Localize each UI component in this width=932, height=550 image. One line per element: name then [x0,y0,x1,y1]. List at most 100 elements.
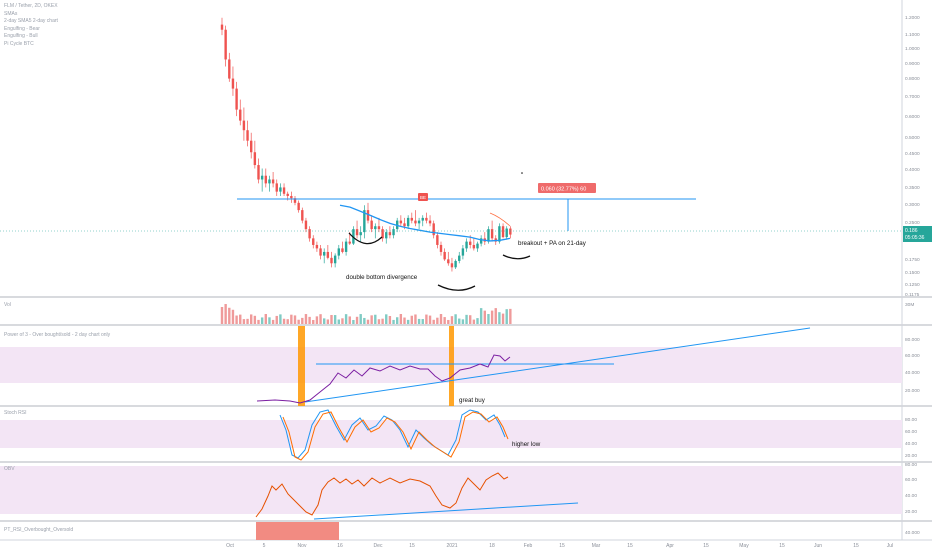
volume-bar [315,316,319,324]
time-tick-label: Nov [298,543,307,549]
volume-bar [286,319,289,324]
candle-body [370,220,373,230]
price-tick-label: 0.3000 [905,202,920,208]
volume-bar [450,316,454,324]
volume-bar [428,315,432,324]
volume-bar [239,314,242,324]
price-tick-label: 0.4500 [905,151,920,157]
countdown: 05:05:36 [905,235,925,241]
last-price-box [903,226,932,242]
volume-bar [432,319,435,324]
volume-bar [344,314,348,324]
legend-item[interactable]: Pi Cycle BTC [4,40,34,47]
obv-band [0,466,902,514]
candle-body [260,175,264,180]
time-tick-label: 15 [779,543,785,549]
price-tick-label: 0.9000 [905,61,920,67]
volume-bar [443,317,446,324]
time-tick-label: 18 [489,543,495,549]
volume-bar [501,313,505,324]
obv-axis-label: 20.00 [905,509,917,515]
candle-body [432,223,435,236]
candle-body [257,165,260,180]
candle-body [479,238,483,244]
rsi-pane-title: Power of 3 - Over bought/sold - 2 day ch… [4,332,111,338]
candle-body [414,220,417,224]
candle-body [228,59,231,79]
stoch-axis-label: 40.00 [905,441,917,447]
volume-bar [253,315,257,324]
price-tick-label: 0.3500 [905,185,920,191]
candle-body [239,109,242,121]
candle-body [447,259,450,264]
volume-bar [494,308,497,324]
legend-item[interactable]: Engulfing - Bull [4,33,38,39]
candle-body [428,220,432,224]
rsi-axis-label: 60.000 [905,353,920,359]
volume-bar [337,319,340,324]
volume-bar [355,316,359,324]
volume-bar [458,318,461,324]
bottom-pane-title: PT_RSI_Overbought_Oversold [4,527,74,533]
signal-marker-bg [418,193,428,201]
legend-item[interactable]: 2-day SMA5 2-day chart [4,18,58,24]
price-tick-label: 0.7000 [905,94,920,100]
volume-bar [476,318,479,324]
volume-bar [271,319,275,324]
candle-body [417,220,421,224]
volume-pane-title: Vol [4,302,11,308]
time-tick-label: 16 [337,543,343,549]
legend-item[interactable]: SMAs [4,10,18,17]
trend-curve [489,212,511,227]
time-tick-label: Mar [592,543,601,549]
price-tick-label: 0.6000 [905,114,920,120]
time-tick-label: 15 [627,543,633,549]
candle-body [425,217,428,221]
volume-bar [509,308,512,324]
price-tick-label: 0.1750 [905,257,920,263]
volume-bar [297,319,300,324]
volume-bar [366,319,370,324]
volume-bar [396,317,399,324]
time-tick-label: Oct [226,543,234,549]
obv-line [255,472,509,518]
volume-bar [228,307,231,324]
candle-body [337,248,340,256]
candle-body [271,179,275,184]
volume-bar [301,317,304,324]
legend-item[interactable]: Engulfing - Bear [4,25,40,32]
volume-bar [483,310,486,324]
volume-bar [377,319,381,324]
candle-body [388,232,392,236]
candle-body [421,217,424,221]
volume-bar [224,304,227,324]
time-tick-label: 5 [263,543,266,549]
volume-bar [250,314,253,324]
volume-bar [374,314,377,324]
volume-bar [490,310,494,324]
stoch-axis-label: 20.00 [905,453,917,459]
candle-body [250,140,253,153]
sma-line [339,204,511,242]
candle-body [279,187,282,192]
volume-bar [439,314,443,324]
volume-bar [406,319,410,324]
price-tick-label: 0.1175 [905,292,920,298]
candle-body [315,244,319,249]
candle-body [282,187,286,194]
time-tick-label: Feb [524,543,533,549]
obv-trendline [313,502,579,520]
measure-label-bg [538,183,596,193]
volume-bar [461,319,465,324]
candle-body [286,193,289,196]
candle-body [410,217,413,221]
volume-bar [392,319,395,324]
candle-body [341,248,344,252]
stoch-d-line [282,411,509,461]
candle-body [476,243,479,249]
rsi-axis-label: 40.000 [905,370,920,376]
annotation: great buy [459,397,486,404]
volume-bar [425,314,428,324]
volume-bar [231,309,235,324]
signal-marker: BE [420,195,426,200]
